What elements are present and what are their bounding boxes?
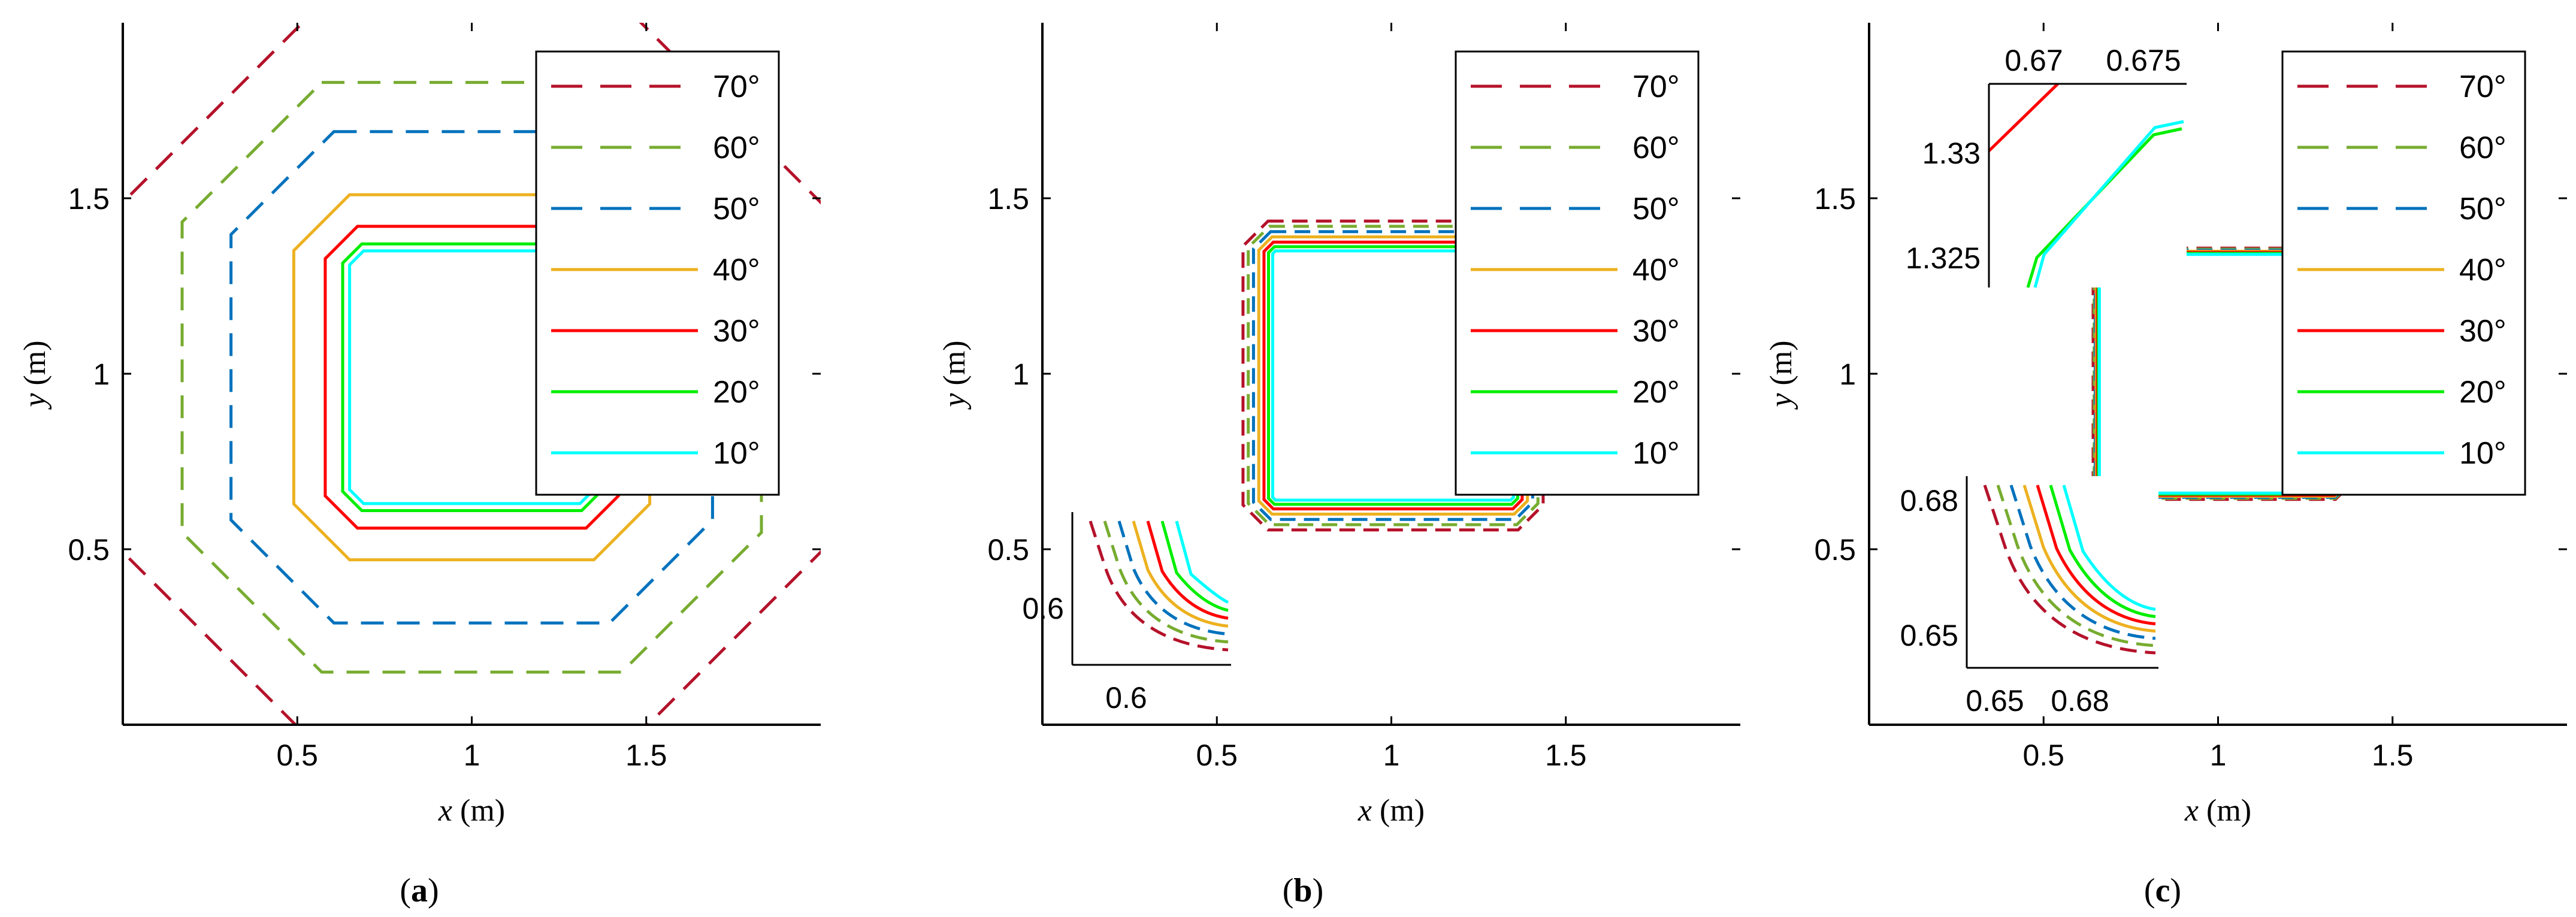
y-tick-label: 0.5 — [1814, 533, 1856, 567]
legend: 70° 60° 50° 40° 30° 20° 10° — [2281, 50, 2526, 496]
inset-corner: 0.6 0.6 — [1022, 512, 1231, 715]
y-tick-label: 1.5 — [68, 182, 110, 216]
inset-curve — [2049, 485, 2156, 618]
x-tick-label: 0.5 — [1196, 739, 1238, 772]
legend: 70° 60° 50° 40° 30° 20° 10° — [535, 50, 780, 496]
inset-y-tick-label: 1.33 — [1922, 137, 1981, 170]
y-tick-label: 1.5 — [1814, 182, 1856, 216]
y-axis-label: y (m) — [938, 340, 972, 410]
legend-entry: 70° — [2459, 69, 2507, 104]
y-axis-label: y (m) — [18, 340, 52, 410]
legend-entry: 20° — [1632, 375, 1680, 410]
inset-y-tick-label: 0.68 — [1900, 484, 1958, 517]
inset-x-tick-label: 0.675 — [2106, 44, 2181, 77]
panel-label: (b) — [1283, 872, 1323, 909]
x-tick-label: 1 — [464, 739, 480, 772]
panel-label: (a) — [400, 872, 439, 909]
y-tick-label: 0.5 — [987, 533, 1029, 567]
inset-curve — [1175, 520, 1229, 604]
inset-y-tick-label: 0.65 — [1900, 619, 1958, 652]
inset-curve — [1983, 485, 2156, 655]
legend-entry: 60° — [2459, 131, 2507, 165]
legend-entry: 30° — [713, 314, 760, 349]
inset-background — [1967, 476, 2158, 668]
inset-curve — [2062, 485, 2156, 611]
inset-x-tick-label: 0.67 — [2004, 44, 2063, 77]
inset-corner-bottom: 0.65 0.68 0.68 0.65 — [1900, 476, 2158, 718]
chart-panel-a: 0.5 1 1.5 0.5 1 1.5 x (m) y (m) (a) 70° 60° 50° 40° 3… — [18, 23, 821, 909]
inset-curve — [2033, 120, 2184, 288]
legend-entry: 60° — [713, 131, 760, 165]
panel-label: (c) — [2144, 872, 2181, 909]
inset-curve — [1160, 520, 1229, 612]
legend-entry: 50° — [1632, 192, 1680, 226]
inset-curve — [1996, 485, 2156, 647]
x-tick-label: 1.5 — [2372, 739, 2414, 772]
inset-y-tick-label: 1.325 — [1906, 241, 1981, 275]
x-tick-label: 0.5 — [276, 739, 318, 772]
x-axis-label: x (m) — [438, 794, 505, 828]
inset-curve — [1117, 520, 1229, 636]
inset-curve — [1988, 83, 2059, 152]
y-tick-label: 0.5 — [68, 533, 110, 567]
legend-box — [1455, 50, 1700, 496]
inset-curve — [2036, 485, 2156, 626]
legend-entry: 30° — [1632, 314, 1680, 349]
contour-70° — [1241, 219, 1545, 532]
legend-entry: 40° — [1632, 253, 1680, 287]
legend-entry: 10° — [713, 436, 760, 471]
y-tick-label: 1.5 — [987, 182, 1029, 216]
inset-x-tick-label: 0.68 — [2051, 684, 2109, 718]
inset-curve — [1103, 520, 1229, 644]
chart-panel-c: 0.5 1 1.5 0.5 1 1.5 x (m) y (m) (c) 70° 60° 50° 40° 3… — [1764, 23, 2567, 909]
x-axis-label: x (m) — [1357, 794, 1425, 828]
legend-box — [535, 50, 780, 496]
legend-entry: 40° — [2459, 253, 2507, 287]
x-tick-label: 1.5 — [1545, 739, 1587, 772]
inset-x-tick-label: 0.65 — [1966, 684, 2024, 718]
y-tick-label: 1 — [1839, 358, 1856, 391]
legend-box — [2281, 50, 2526, 496]
legend-entry: 50° — [2459, 192, 2507, 226]
x-tick-label: 1.5 — [625, 739, 667, 772]
legend-entry: 10° — [1632, 436, 1680, 471]
legend: 70° 60° 50° 40° 30° 20° 10° — [1455, 50, 1700, 496]
legend-entry: 40° — [713, 253, 760, 287]
inset-curve — [2009, 485, 2156, 640]
inset-x-tick-label: 0.6 — [1105, 681, 1147, 715]
x-tick-label: 1 — [2210, 739, 2227, 772]
inset-y-tick-label: 0.6 — [1022, 592, 1064, 625]
inset-background — [1989, 84, 2187, 287]
legend-entry: 20° — [713, 375, 760, 410]
inset-curve — [1146, 520, 1229, 620]
legend-entry: 70° — [713, 69, 760, 104]
y-tick-label: 1 — [1012, 358, 1029, 391]
contour-60° — [1247, 225, 1540, 526]
inset-curve — [1089, 520, 1229, 652]
x-tick-label: 1 — [1383, 739, 1400, 772]
chart-panel-b: 0.5 1 1.5 0.5 1 1.5 x (m) y (m) (b) 70° 60° 50° 40° 3… — [938, 23, 1740, 909]
legend-entry: 60° — [1632, 131, 1680, 165]
x-axis-label: x (m) — [2184, 794, 2251, 828]
legend-entry: 70° — [1632, 69, 1680, 104]
legend-entry: 50° — [713, 192, 760, 226]
legend-entry: 10° — [2459, 436, 2507, 471]
y-tick-label: 1 — [93, 358, 110, 391]
inset-corner-top: 0.67 0.675 1.33 1.325 — [1906, 44, 2187, 288]
legend-entry: 20° — [2459, 375, 2507, 410]
x-tick-label: 0.5 — [2022, 739, 2064, 772]
inset-curve — [1132, 520, 1229, 628]
legend-entry: 30° — [2459, 314, 2507, 349]
y-axis-label: y (m) — [1764, 340, 1798, 410]
inset-curve — [2022, 485, 2156, 633]
